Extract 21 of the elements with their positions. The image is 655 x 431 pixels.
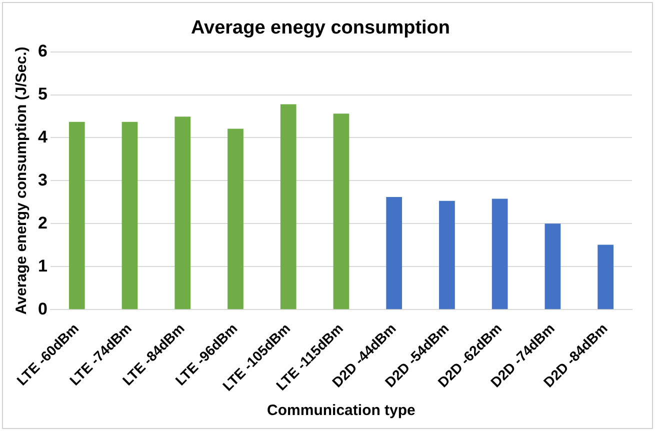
bar [68,122,85,310]
bar [174,116,191,310]
y-tick-label: 0 [38,299,48,318]
bar [280,104,296,310]
y-tick-label: 6 [38,41,48,60]
bar [386,197,402,310]
bar [439,200,455,310]
y-tick-label: 4 [38,127,48,146]
bar [544,224,561,310]
y-tick-label: 1 [38,256,48,276]
x-axis-title: Communication type [267,402,416,420]
bar [492,198,508,310]
bar [228,128,244,310]
chart-title: Average enegy consumption [190,18,450,39]
y-tick-label: 5 [38,84,48,104]
y-tick-label: 2 [38,213,48,232]
bar [598,244,614,310]
bar [333,114,350,310]
y-tick-label: 3 [38,170,48,190]
bar [122,122,138,310]
y-axis-title: Average energy consumption (J/Sec.) [13,46,30,315]
